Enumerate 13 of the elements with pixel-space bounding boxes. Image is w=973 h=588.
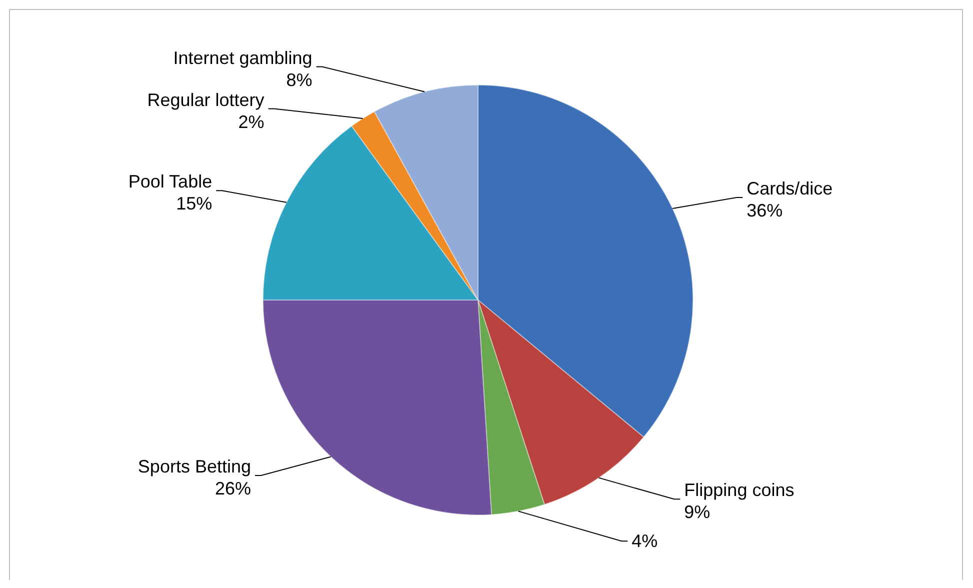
slice-label: Cards/dice xyxy=(746,178,833,198)
data-label: 2% xyxy=(238,112,264,132)
data-label: 15% xyxy=(176,194,212,214)
data-label: 4% xyxy=(632,531,658,552)
slice-label: Regular lottery xyxy=(147,90,264,110)
data-label: 9% xyxy=(684,502,710,522)
slice-label: Sports Betting xyxy=(138,456,251,477)
slice-label: Pool Table xyxy=(128,172,212,192)
data-label: 8% xyxy=(286,70,312,90)
slice-label: Internet gambling xyxy=(173,48,312,68)
data-label: 36% xyxy=(746,200,783,220)
slice-label: Flipping coins xyxy=(684,480,794,500)
data-label: 26% xyxy=(214,478,251,499)
